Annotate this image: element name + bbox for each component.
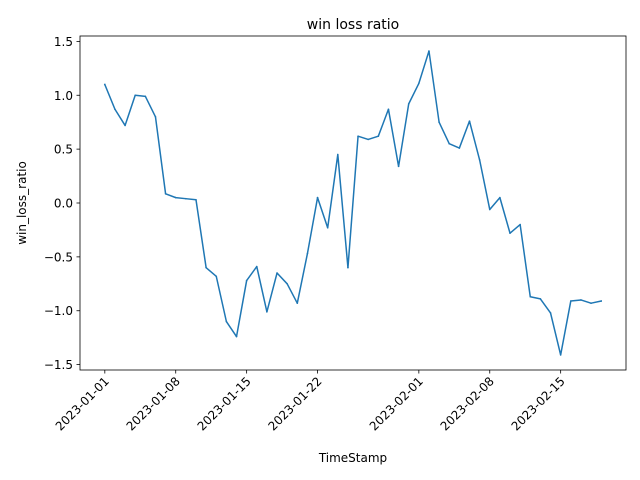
y-tick-label: 1.0	[54, 89, 73, 103]
data-point	[499, 196, 501, 199]
data-point	[306, 252, 309, 255]
data-point	[185, 197, 187, 200]
y-tick-label: 1.5	[54, 35, 73, 49]
data-point	[174, 196, 177, 199]
data-point	[428, 50, 430, 52]
data-point	[114, 108, 116, 111]
data-point	[377, 135, 380, 137]
x-axis: 2023-01-01 2023-01-08 2023-01-15 2023-01-22…	[53, 370, 568, 433]
data-point	[164, 193, 167, 195]
data-point	[316, 196, 319, 199]
x-tick-label: 2023-01-08	[124, 374, 183, 433]
data-point	[590, 302, 592, 305]
data-point	[276, 272, 278, 274]
data-point	[580, 299, 582, 301]
data-point	[387, 108, 390, 111]
x-tick-label: 2023-01-15	[195, 374, 254, 433]
y-tick-label: 0.0	[54, 197, 73, 211]
data-point	[104, 83, 106, 86]
data-point	[124, 124, 126, 127]
data-point	[154, 116, 157, 118]
data-point	[337, 153, 339, 156]
data-point	[397, 165, 400, 168]
y-tick-label: −1.0	[44, 304, 73, 318]
data-point	[600, 300, 602, 302]
data-point	[569, 300, 572, 302]
data-point	[418, 82, 420, 85]
y-tick-label: 0.5	[54, 143, 73, 157]
y-tick-label: −0.5	[44, 250, 73, 264]
data-point	[347, 266, 349, 269]
data-point	[134, 94, 137, 97]
y-tick-label: −1.5	[44, 358, 73, 372]
series-line	[103, 50, 603, 356]
data-point	[468, 120, 471, 122]
data-point	[266, 311, 268, 313]
data-point	[549, 312, 552, 314]
data-point	[458, 147, 461, 149]
data-point	[448, 142, 451, 145]
data-point	[205, 266, 207, 269]
data-point	[357, 135, 359, 137]
data-point	[255, 265, 258, 268]
data-point	[286, 283, 288, 285]
data-point	[488, 208, 491, 211]
y-axis-label: win_loss_ratio	[15, 161, 29, 245]
x-axis-label: TimeStamp	[318, 451, 387, 465]
data-point	[367, 138, 369, 141]
data-point	[296, 302, 299, 305]
data-point	[144, 95, 147, 98]
data-point	[519, 223, 521, 226]
x-tick-label: 2023-02-08	[438, 374, 497, 433]
data-point	[215, 275, 218, 278]
series-layer	[103, 50, 603, 356]
data-point	[407, 103, 410, 105]
chart-title: win loss ratio	[307, 17, 399, 33]
y-axis: 1.5 1.0 0.5 0.0 −0.5 −1.0 −1.5	[44, 35, 80, 372]
data-point	[245, 279, 248, 282]
data-point	[225, 320, 228, 323]
data-point	[438, 121, 440, 123]
x-tick-label: 2023-01-22	[265, 374, 324, 433]
data-point	[195, 198, 197, 201]
x-tick-label: 2023-02-01	[367, 374, 426, 433]
data-point	[478, 159, 481, 161]
data-point	[529, 295, 532, 298]
data-point	[559, 354, 562, 356]
data-point	[539, 298, 542, 300]
x-tick-label: 2023-01-01	[53, 374, 112, 433]
data-point	[326, 226, 329, 229]
data-point	[509, 232, 511, 234]
x-tick-label: 2023-02-15	[509, 374, 568, 433]
data-point	[235, 335, 238, 338]
